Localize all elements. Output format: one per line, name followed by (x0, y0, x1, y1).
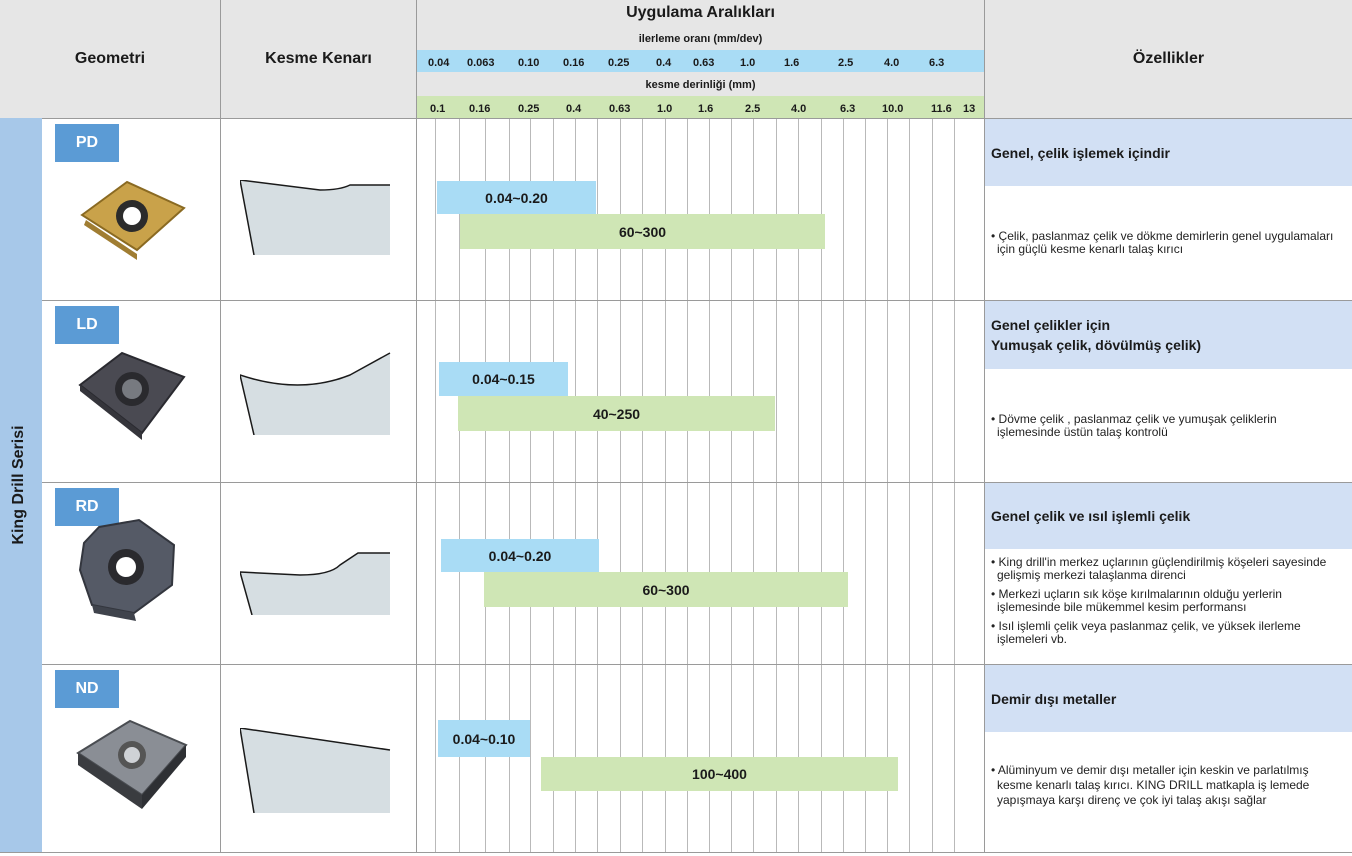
feature-body-pd: • Çelik, paslanmaz çelik ve dökme demirl… (985, 230, 1335, 262)
depth-tick: 2.5 (745, 103, 761, 115)
header-kesme-kenari: Kesme Kenarı (221, 0, 416, 118)
depth-tick: 1.0 (657, 103, 673, 115)
edge-ld-profile (240, 352, 391, 435)
code-badge-nd: ND (55, 670, 119, 708)
depth-scale-band (417, 96, 984, 118)
insert-ld-image (78, 351, 186, 440)
feature-title-rd: Genel çelik ve ısıl işlemli çelik (985, 483, 1352, 549)
code-badge-pd: PD (55, 124, 119, 162)
depth-tick: 1.6 (698, 103, 714, 115)
feed-tick: 0.4 (656, 57, 672, 69)
range-grid (417, 118, 984, 852)
edge-rd-profile (240, 552, 390, 615)
feature-body-rd: • King drill'in merkez uçlarının güçlend… (985, 556, 1335, 652)
feed-tick: 0.63 (693, 57, 715, 69)
depth-tick: 13 (963, 103, 976, 115)
feed-tick: 1.6 (784, 57, 800, 69)
header-ozellikler: Özellikler (985, 0, 1352, 118)
edge-pd-profile (240, 180, 390, 255)
depth-tick: 0.63 (609, 103, 631, 115)
feed-range-nd: 0.04~0.10 (438, 720, 530, 757)
feature-title-ld: Genel çelikler için Yumuşak çelik, dövül… (985, 301, 1352, 369)
depth-tick: 0.1 (430, 103, 446, 115)
feed-tick: 0.04 (428, 57, 450, 69)
feature-bullet: • Merkezi uçların sık köşe kırılmalarını… (991, 587, 1282, 614)
feature-body-nd: • Alüminyum ve demir dışı metaller için … (985, 763, 1315, 814)
header-kesme-derinligi: kesme derinliği (mm) (645, 79, 756, 91)
speed-range-pd: 60~300 (460, 214, 825, 249)
feature-bullet: • Isıl işlemli çelik veya paslanmaz çeli… (991, 619, 1301, 646)
depth-tick: 6.3 (840, 103, 856, 115)
depth-tick: 0.25 (518, 103, 540, 115)
speed-range-rd: 60~300 (484, 572, 848, 607)
feed-range-rd: 0.04~0.20 (441, 539, 599, 572)
feature-bullet: • Dövme çelik , paslanmaz çelik ve yumuş… (991, 412, 1277, 439)
feed-tick: 1.0 (740, 57, 756, 69)
feed-tick: 4.0 (884, 57, 900, 69)
feed-tick: 6.3 (929, 57, 945, 69)
feed-tick: 0.25 (608, 57, 630, 69)
feed-tick: 0.063 (467, 57, 495, 69)
feature-bullet: • King drill'in merkez uçlarının güçlend… (991, 555, 1327, 582)
code-badge-ld: LD (55, 306, 119, 344)
speed-range-ld: 40~250 (458, 396, 775, 431)
code-badge-rd: RD (55, 488, 119, 526)
feed-tick: 0.16 (563, 57, 585, 69)
feed-tick: 2.5 (838, 57, 854, 69)
header-uygulama-title: Uygulama Aralıkları (626, 4, 775, 21)
depth-tick: 0.4 (566, 103, 582, 115)
header-geometri: Geometri (0, 0, 220, 118)
feature-bullet: • Alüminyum ve demir dışı metaller için … (991, 763, 1310, 807)
series-sidebar (0, 118, 42, 852)
header-ilerleme: ilerleme oranı (mm/dev) (638, 33, 763, 45)
insert-rd-image (78, 518, 176, 621)
edge-nd-profile (240, 728, 391, 813)
depth-tick: 11.6 (931, 103, 952, 115)
depth-tick: 0.16 (469, 103, 491, 115)
feed-scale-band (417, 50, 984, 72)
feed-range-pd: 0.04~0.20 (437, 181, 596, 214)
feature-bullet: • Çelik, paslanmaz çelik ve dökme demirl… (991, 229, 1334, 256)
speed-range-nd: 100~400 (541, 757, 898, 791)
header-uygulama-block: Uygulama Aralıkları ilerleme oranı (mm/d… (417, 0, 984, 118)
depth-tick: 4.0 (791, 103, 807, 115)
feature-title-pd: Genel, çelik işlemek içindir (985, 119, 1352, 186)
insert-pd-image (80, 180, 186, 260)
insert-nd-image (76, 719, 188, 809)
feature-body-ld: • Dövme çelik , paslanmaz çelik ve yumuş… (985, 413, 1335, 445)
feature-title-nd: Demir dışı metaller (985, 665, 1352, 732)
depth-tick: 10.0 (882, 103, 904, 115)
feed-tick: 0.10 (518, 57, 540, 69)
feed-range-ld: 0.04~0.15 (439, 362, 568, 396)
series-label: King Drill Serisi (10, 425, 27, 545)
